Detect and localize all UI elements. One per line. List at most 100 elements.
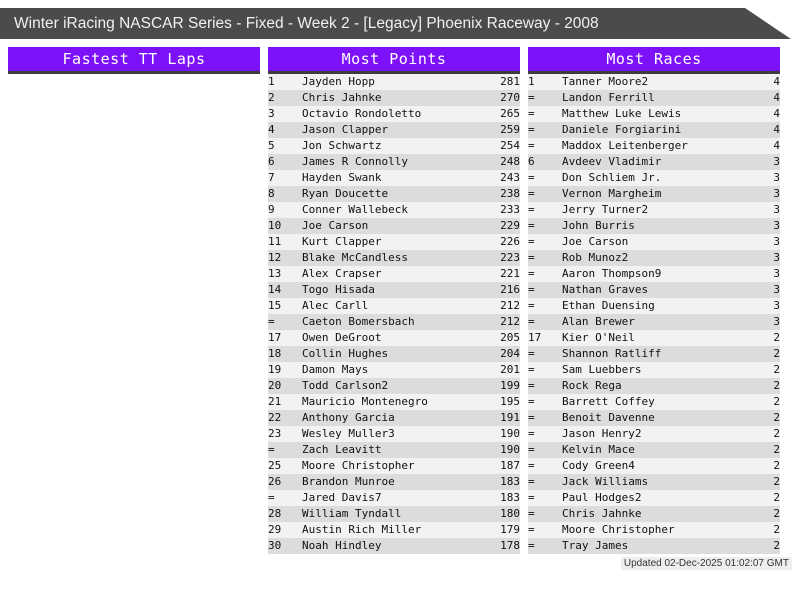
table-row: = Jason Henry2 2	[528, 426, 780, 442]
row-value: 259	[500, 123, 520, 136]
row-value: 195	[500, 395, 520, 408]
table-row: = Barrett Coffey 2	[528, 394, 780, 410]
row-driver-name: Anthony Garcia	[302, 411, 395, 424]
row-driver-name: Noah Hindley	[302, 539, 382, 552]
row-position: 19	[268, 363, 282, 376]
table-row: 7 Hayden Swank 243	[268, 170, 520, 186]
table-row: 14 Togo Hisada 216	[268, 282, 520, 298]
row-value: 3	[773, 171, 780, 184]
row-value: 190	[500, 427, 520, 440]
row-position: 11	[268, 235, 282, 248]
row-position: 3	[268, 107, 275, 120]
row-position: =	[528, 299, 535, 312]
row-position: =	[528, 91, 535, 104]
row-driver-name: Benoit Davenne	[562, 411, 655, 424]
table-row: 1 Jayden Hopp 281	[268, 74, 520, 90]
table-row: 19 Damon Mays 201	[268, 362, 520, 378]
row-value: 179	[500, 523, 520, 536]
row-position: 26	[268, 475, 282, 488]
row-position: 2	[268, 91, 275, 104]
row-driver-name: Octavio Rondoletto	[302, 107, 422, 120]
row-value: 233	[500, 203, 520, 216]
row-position: =	[528, 523, 535, 536]
table-row: 26 Brandon Munroe 183	[268, 474, 520, 490]
row-value: 2	[773, 363, 780, 376]
row-position: 12	[268, 251, 282, 264]
table-row: 23 Wesley Muller3 190	[268, 426, 520, 442]
row-driver-name: Damon Mays	[302, 363, 369, 376]
table-row: 10 Joe Carson 229	[268, 218, 520, 234]
panel-body-most-races: 1 Tanner Moore2 4 = Landon Ferrill 4 = Matthew …	[528, 74, 780, 554]
row-position: =	[528, 443, 535, 456]
row-driver-name: Caeton Bomersbach	[302, 315, 415, 328]
row-driver-name: Tanner Moore2	[562, 75, 649, 88]
row-driver-name: Aaron Thompson9	[562, 267, 662, 280]
table-row: = Rob Munoz2 3	[528, 250, 780, 266]
row-driver-name: Rob Munoz2	[562, 251, 629, 264]
row-driver-name: Joe Carson	[302, 219, 369, 232]
table-row: = Cody Green4 2	[528, 458, 780, 474]
row-position: =	[528, 379, 535, 392]
row-position: 18	[268, 347, 282, 360]
row-value: 3	[773, 299, 780, 312]
row-position: 17	[528, 331, 542, 344]
row-value: 187	[500, 459, 520, 472]
row-value: 183	[500, 491, 520, 504]
row-position: =	[528, 459, 535, 472]
rank-table-most-races: 1 Tanner Moore2 4 = Landon Ferrill 4 = Matthew …	[528, 74, 780, 554]
row-driver-name: Ethan Duensing	[562, 299, 655, 312]
row-driver-name: Blake McCandless	[302, 251, 408, 264]
row-value: 226	[500, 235, 520, 248]
row-driver-name: Daniele Forgiarini	[562, 123, 682, 136]
row-driver-name: Alan Brewer	[562, 315, 635, 328]
row-driver-name: Jon Schwartz	[302, 139, 382, 152]
table-row: = Zach Leavitt 190	[268, 442, 520, 458]
row-driver-name: Chris Jahnke	[562, 507, 642, 520]
row-value: 3	[773, 155, 780, 168]
row-position: 6	[528, 155, 535, 168]
table-row: = Kelvin Mace 2	[528, 442, 780, 458]
row-position: 28	[268, 507, 282, 520]
row-driver-name: William Tyndall	[302, 507, 402, 520]
row-position: 6	[268, 155, 275, 168]
table-row: = Ethan Duensing 3	[528, 298, 780, 314]
rank-table-body: 1 Tanner Moore2 4 = Landon Ferrill 4 = Matthew …	[528, 74, 780, 554]
panel-most-races: Most Races 1 Tanner Moore2 4 = Landon Ferril…	[528, 47, 780, 554]
row-driver-name: Ryan Doucette	[302, 187, 389, 200]
table-row: 30 Noah Hindley 178	[268, 538, 520, 554]
table-row: 3 Octavio Rondoletto 265	[268, 106, 520, 122]
table-row: 6 James R Connolly 248	[268, 154, 520, 170]
row-driver-name: James R Connolly	[302, 155, 408, 168]
row-value: 3	[773, 251, 780, 264]
row-position: =	[528, 347, 535, 360]
table-row: 17 Kier O'Neil 2	[528, 330, 780, 346]
row-driver-name: Conner Wallebeck	[302, 203, 408, 216]
row-position: =	[528, 539, 535, 552]
table-row: = Benoit Davenne 2	[528, 410, 780, 426]
table-row: 28 William Tyndall 180	[268, 506, 520, 522]
row-driver-name: Jack Williams	[562, 475, 649, 488]
table-row: = Caeton Bomersbach 212	[268, 314, 520, 330]
row-position: 17	[268, 331, 282, 344]
table-row: 8 Ryan Doucette 238	[268, 186, 520, 202]
row-position: =	[528, 395, 535, 408]
row-driver-name: Jason Clapper	[302, 123, 389, 136]
table-row: 25 Moore Christopher 187	[268, 458, 520, 474]
row-position: 1	[268, 75, 275, 88]
table-row: = Tray James 2	[528, 538, 780, 554]
row-position: =	[528, 363, 535, 376]
table-row: = Vernon Margheim 3	[528, 186, 780, 202]
row-position: 10	[268, 219, 282, 232]
row-driver-name: Austin Rich Miller	[302, 523, 422, 536]
row-position: 23	[268, 427, 282, 440]
row-driver-name: Tray James	[562, 539, 629, 552]
row-position: 8	[268, 187, 275, 200]
row-position: =	[528, 507, 535, 520]
row-driver-name: Shannon Ratliff	[562, 347, 662, 360]
table-row: 5 Jon Schwartz 254	[268, 138, 520, 154]
table-row: 15 Alec Carll 212	[268, 298, 520, 314]
row-value: 2	[773, 427, 780, 440]
row-position: 14	[268, 283, 282, 296]
table-row: = Shannon Ratliff 2	[528, 346, 780, 362]
row-driver-name: Jerry Turner2	[562, 203, 649, 216]
